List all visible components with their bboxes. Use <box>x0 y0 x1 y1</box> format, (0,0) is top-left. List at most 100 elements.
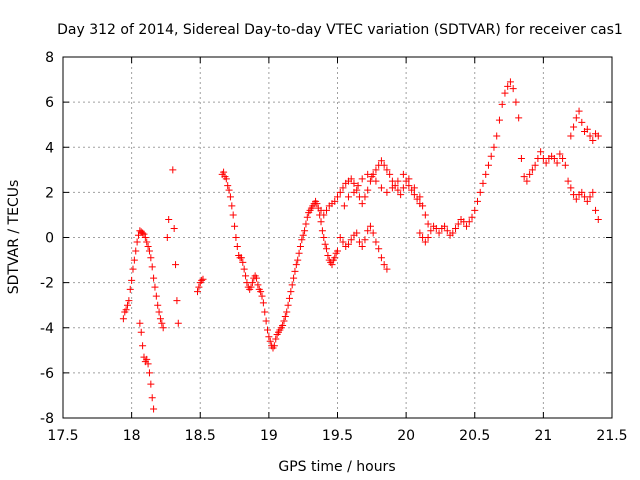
x-axis-ticks: 17.5 18 18.5 19 19.5 20 20.5 21 21.5 <box>47 57 628 444</box>
x-tick-label: 20 <box>397 428 415 444</box>
data-point-marker <box>471 206 479 214</box>
data-point-marker <box>283 308 291 316</box>
data-point-marker <box>575 107 583 115</box>
x-tick-label: 21.5 <box>596 428 627 444</box>
data-point-marker <box>144 360 152 368</box>
data-point-marker <box>287 288 295 296</box>
data-point-marker <box>144 243 152 251</box>
y-tick-label: 4 <box>45 140 54 156</box>
data-point-marker <box>476 188 484 196</box>
data-point-marker <box>170 224 178 232</box>
data-point-marker <box>262 317 270 325</box>
data-point-marker <box>279 321 287 329</box>
data-point-marker <box>515 114 523 122</box>
data-point-marker <box>512 98 520 106</box>
data-point-marker <box>172 261 180 269</box>
data-point-marker <box>364 186 372 194</box>
data-point-marker <box>424 234 432 241</box>
data-point-marker <box>334 247 341 255</box>
data-point-marker <box>523 177 531 185</box>
data-point-marker <box>594 132 602 140</box>
data-point-marker <box>272 335 280 343</box>
data-point-marker <box>550 155 558 163</box>
y-tick-label: 8 <box>45 50 54 66</box>
data-point-marker <box>350 179 358 187</box>
data-points <box>119 78 602 413</box>
data-point-marker <box>240 265 248 273</box>
data-point-marker <box>592 206 600 214</box>
data-point-marker <box>537 148 545 156</box>
data-point-marker <box>336 188 344 196</box>
data-point-marker <box>265 333 273 341</box>
data-point-marker <box>299 231 307 239</box>
data-point-marker <box>394 177 402 185</box>
x-tick-label: 21 <box>534 428 552 444</box>
data-point-marker <box>122 306 130 314</box>
data-point-marker <box>394 186 402 194</box>
data-point-marker <box>288 281 296 289</box>
data-point-marker <box>291 267 299 275</box>
data-point-marker <box>421 211 429 219</box>
data-point-marker <box>239 258 247 266</box>
data-point-marker <box>364 170 372 178</box>
data-point-marker <box>355 238 363 246</box>
data-point-marker <box>317 218 325 226</box>
data-point-marker <box>383 265 391 273</box>
data-point-marker <box>377 254 385 262</box>
data-point-marker <box>320 234 328 241</box>
data-point-marker <box>237 254 245 262</box>
y-tick-label: -2 <box>40 276 54 292</box>
data-point-marker <box>323 245 331 253</box>
data-point-marker <box>318 227 326 235</box>
data-point-marker <box>578 188 586 196</box>
data-point-marker <box>270 342 278 350</box>
data-point-marker <box>369 229 377 237</box>
x-tick-label: 19.5 <box>322 428 353 444</box>
data-point-marker <box>583 197 591 205</box>
data-point-marker <box>383 188 391 196</box>
data-point-marker <box>296 243 304 251</box>
x-tick-label: 19 <box>260 428 278 444</box>
data-point-marker <box>290 274 298 282</box>
data-point-marker <box>528 166 536 174</box>
data-point-marker <box>145 247 153 255</box>
data-point-marker <box>583 125 591 133</box>
data-point-marker <box>339 184 347 192</box>
data-point-marker <box>421 238 429 246</box>
data-point-marker <box>231 222 239 230</box>
data-point-marker <box>141 234 149 241</box>
data-point-marker <box>570 123 578 131</box>
data-point-marker <box>542 159 550 167</box>
data-point-marker <box>298 236 306 244</box>
data-point-marker <box>559 155 567 163</box>
data-point-marker <box>140 230 148 238</box>
data-point-marker <box>302 220 310 228</box>
data-point-marker <box>328 261 336 269</box>
data-point-marker <box>284 301 292 309</box>
y-axis-label: SDTVAR / TECUs <box>6 180 22 295</box>
data-point-marker <box>427 227 435 235</box>
data-point-marker <box>368 173 376 181</box>
data-point-marker <box>320 211 328 219</box>
data-point-marker <box>339 238 347 246</box>
data-point-marker <box>405 182 413 190</box>
data-point-marker <box>361 193 369 201</box>
data-point-marker <box>531 161 539 169</box>
data-point-marker <box>136 319 144 327</box>
data-point-marker <box>350 188 358 196</box>
data-point-marker <box>313 200 321 208</box>
data-point-marker <box>410 191 418 199</box>
data-point-marker <box>405 175 413 183</box>
x-tick-label: 20.5 <box>459 428 490 444</box>
data-point-marker <box>358 200 366 208</box>
data-point-marker <box>152 292 160 300</box>
data-point-marker <box>264 326 272 334</box>
data-point-marker <box>281 312 289 320</box>
data-point-marker <box>347 175 355 183</box>
data-point-marker <box>259 299 267 307</box>
data-point-marker <box>482 170 490 178</box>
data-point-marker <box>372 177 380 185</box>
data-point-marker <box>199 275 207 283</box>
data-point-marker <box>285 294 293 302</box>
